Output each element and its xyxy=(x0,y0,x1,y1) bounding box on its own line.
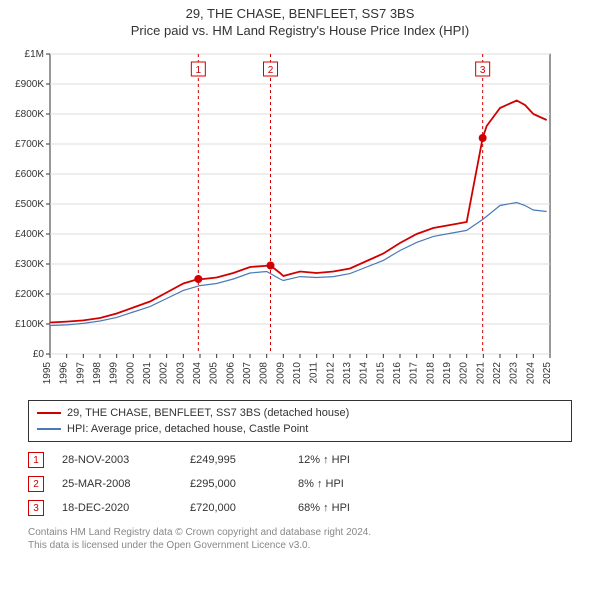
svg-text:£600K: £600K xyxy=(15,169,44,180)
svg-text:2010: 2010 xyxy=(292,362,303,385)
svg-text:1997: 1997 xyxy=(75,362,86,385)
sale-badge: 1 xyxy=(28,452,44,468)
svg-text:2011: 2011 xyxy=(309,362,320,384)
sale-date: 18-DEC-2020 xyxy=(62,502,172,514)
svg-text:£300K: £300K xyxy=(15,259,44,270)
footer-line: Contains HM Land Registry data © Crown c… xyxy=(28,526,572,539)
chart-title: 29, THE CHASE, BENFLEET, SS7 3BS xyxy=(0,0,600,21)
svg-text:2000: 2000 xyxy=(125,362,136,385)
sales-table: 1 28-NOV-2003 £249,995 12% ↑ HPI 2 25-MA… xyxy=(28,448,572,520)
legend-label: 29, THE CHASE, BENFLEET, SS7 3BS (detach… xyxy=(67,405,349,421)
sale-badge: 3 xyxy=(28,500,44,516)
svg-text:£700K: £700K xyxy=(15,139,44,150)
sale-price: £295,000 xyxy=(190,478,280,490)
svg-text:2003: 2003 xyxy=(175,362,186,385)
footer-line: This data is licensed under the Open Gov… xyxy=(28,539,572,552)
svg-text:2008: 2008 xyxy=(259,362,270,385)
svg-text:2002: 2002 xyxy=(159,362,170,385)
svg-text:1998: 1998 xyxy=(92,362,103,385)
svg-text:2016: 2016 xyxy=(392,362,403,385)
legend-label: HPI: Average price, detached house, Cast… xyxy=(67,421,308,437)
svg-text:£500K: £500K xyxy=(15,199,44,210)
svg-text:2021: 2021 xyxy=(475,362,486,385)
svg-text:£200K: £200K xyxy=(15,289,44,300)
svg-text:2006: 2006 xyxy=(225,362,236,385)
svg-text:2019: 2019 xyxy=(442,362,453,385)
legend: 29, THE CHASE, BENFLEET, SS7 3BS (detach… xyxy=(28,400,572,442)
svg-text:2004: 2004 xyxy=(192,362,203,385)
sale-badge: 2 xyxy=(28,476,44,492)
svg-text:2001: 2001 xyxy=(142,362,153,385)
svg-text:3: 3 xyxy=(480,65,486,76)
sale-date: 28-NOV-2003 xyxy=(62,454,172,466)
chart-container: 29, THE CHASE, BENFLEET, SS7 3BS Price p… xyxy=(0,0,600,590)
svg-text:2023: 2023 xyxy=(509,362,520,385)
svg-text:1995: 1995 xyxy=(42,362,53,385)
svg-text:2013: 2013 xyxy=(342,362,353,385)
svg-text:1999: 1999 xyxy=(109,362,120,385)
svg-text:2007: 2007 xyxy=(242,362,253,385)
sale-date: 25-MAR-2008 xyxy=(62,478,172,490)
legend-row: HPI: Average price, detached house, Cast… xyxy=(37,421,563,437)
footer: Contains HM Land Registry data © Crown c… xyxy=(28,526,572,552)
svg-text:2018: 2018 xyxy=(425,362,436,385)
sale-delta: 68% ↑ HPI xyxy=(298,502,408,514)
svg-text:£400K: £400K xyxy=(15,229,44,240)
svg-text:£0: £0 xyxy=(33,349,45,360)
sale-price: £249,995 xyxy=(190,454,280,466)
svg-text:£800K: £800K xyxy=(15,109,44,120)
legend-row: 29, THE CHASE, BENFLEET, SS7 3BS (detach… xyxy=(37,405,563,421)
svg-text:2024: 2024 xyxy=(525,362,536,385)
legend-swatch xyxy=(37,428,61,430)
svg-text:2014: 2014 xyxy=(359,362,370,385)
sale-row: 2 25-MAR-2008 £295,000 8% ↑ HPI xyxy=(28,472,572,496)
sale-price: £720,000 xyxy=(190,502,280,514)
chart-subtitle: Price paid vs. HM Land Registry's House … xyxy=(0,21,600,44)
svg-text:1996: 1996 xyxy=(59,362,70,385)
svg-text:2012: 2012 xyxy=(325,362,336,385)
sale-row: 3 18-DEC-2020 £720,000 68% ↑ HPI xyxy=(28,496,572,520)
price-chart: £0 £100K £200K £300K £400K £500K £600K £700K £80… xyxy=(0,44,560,394)
legend-swatch xyxy=(37,412,61,414)
svg-text:1: 1 xyxy=(196,65,202,76)
svg-text:2005: 2005 xyxy=(209,362,220,385)
svg-text:2025: 2025 xyxy=(542,362,553,385)
svg-text:2015: 2015 xyxy=(375,362,386,385)
svg-text:£900K: £900K xyxy=(15,79,44,90)
svg-text:2009: 2009 xyxy=(275,362,286,385)
svg-text:2020: 2020 xyxy=(459,362,470,385)
sale-row: 1 28-NOV-2003 £249,995 12% ↑ HPI xyxy=(28,448,572,472)
sale-delta: 8% ↑ HPI xyxy=(298,478,408,490)
sale-delta: 12% ↑ HPI xyxy=(298,454,408,466)
svg-text:£100K: £100K xyxy=(15,319,44,330)
svg-text:£1M: £1M xyxy=(25,49,44,60)
svg-text:2: 2 xyxy=(268,65,274,76)
svg-text:2022: 2022 xyxy=(492,362,503,385)
svg-text:2017: 2017 xyxy=(409,362,420,385)
